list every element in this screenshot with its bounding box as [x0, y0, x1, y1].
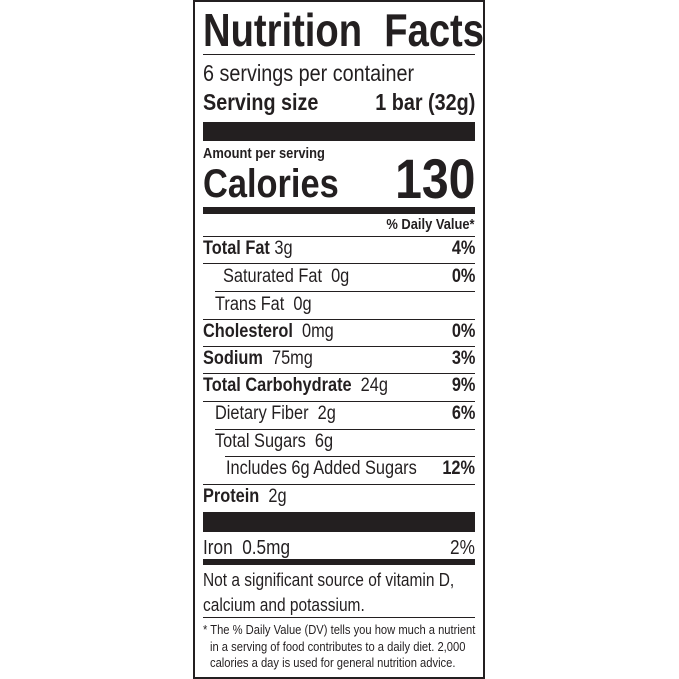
medium-divider: [203, 207, 475, 214]
nutrient-amount: 2g: [268, 486, 287, 507]
divider: [203, 401, 475, 402]
servings-per-container: 6 servings per container: [203, 60, 415, 86]
divider: [203, 617, 475, 618]
nutrient-name: Protein: [203, 486, 260, 507]
serving-size-value: 1 bar (32g): [374, 89, 475, 115]
nutrient-name: Total Carbohydrate: [203, 375, 352, 396]
nutrient-row-total-sugars: Total Sugars 6g: [203, 429, 475, 455]
nutrition-facts-label: Nutrition Facts 6 servings per container…: [193, 0, 485, 679]
divider: [225, 456, 475, 457]
nutrient-name: Dietary Fiber: [215, 403, 309, 424]
nutrient-row-iron: Iron 0.5mg 2%: [203, 534, 475, 562]
footnote-line: * The % Daily Value (DV) tells you how m…: [203, 622, 476, 637]
nutrient-amount: 0g: [331, 266, 350, 287]
calories-label: Calories: [203, 162, 339, 206]
nutrient-amount: 0mg: [301, 321, 334, 342]
nutrient-dv: 6%: [451, 403, 475, 424]
calories-value: 130: [394, 147, 475, 210]
calories-row: Calories 130: [203, 147, 475, 210]
nutrient-amount: 75mg: [272, 348, 313, 369]
nutrient-name: Saturated Fat: [223, 266, 323, 287]
divider: [203, 346, 475, 347]
nutrient-row-trans-fat: Trans Fat 0g: [203, 292, 475, 318]
divider: [215, 429, 475, 430]
nutrient-name: Cholesterol: [203, 321, 293, 342]
nutrient-row-total-fat: Total Fat 3g 4%: [203, 236, 475, 262]
nutrient-amount: 6g: [314, 431, 334, 452]
nutrient-dv: 12%: [442, 458, 475, 479]
nutrient-row-saturated-fat: Saturated Fat 0g 0%: [203, 264, 475, 290]
footnote-line: calories a day is used for general nutri…: [210, 655, 456, 670]
note-line: calcium and potassium.: [203, 595, 365, 615]
nutrient-amount: 0.5mg: [242, 537, 291, 559]
nutrient-name: Iron: [203, 537, 233, 559]
not-significant-note: Not a significant source of vitamin D, c…: [203, 568, 475, 618]
nutrient-dv: 0%: [451, 321, 475, 342]
serving-size-label: Serving size: [203, 89, 319, 115]
nutrient-amount: 24g: [360, 375, 388, 396]
amount-per-serving-row: Amount per serving: [203, 145, 475, 163]
divider: [203, 373, 475, 374]
divider: [203, 54, 475, 55]
footnote: * The % Daily Value (DV) tells you how m…: [203, 622, 475, 674]
servings-row: 6 servings per container: [203, 60, 475, 86]
divider: [215, 291, 475, 292]
nutrient-dv: 0%: [451, 266, 475, 287]
divider: [203, 319, 475, 320]
nutrient-name: Total Sugars: [215, 431, 306, 452]
nutrient-row-sodium: Sodium 75mg 3%: [203, 346, 475, 372]
label-title: Nutrition Facts: [203, 4, 485, 56]
nutrient-dv: 3%: [451, 348, 475, 369]
divider: [203, 484, 475, 485]
nutrient-dv: 9%: [451, 375, 475, 396]
nutrient-amount: 3g: [274, 238, 293, 259]
nutrient-name: Sodium: [203, 348, 263, 369]
title-row: Nutrition Facts: [203, 6, 484, 54]
nutrient-row-cholesterol: Cholesterol 0mg 0%: [203, 319, 475, 345]
divider: [203, 236, 475, 237]
thick-divider: [203, 122, 475, 141]
nutrient-dv: 4%: [451, 238, 475, 259]
divider: [203, 263, 475, 264]
footnote-line: in a serving of food contributes to a da…: [210, 638, 466, 654]
nutrient-row-added-sugars: Includes 6g Added Sugars 12%: [203, 456, 475, 482]
thick-divider: [203, 512, 475, 532]
medium-divider: [203, 559, 475, 565]
nutrient-row-dietary-fiber: Dietary Fiber 2g 6%: [203, 401, 475, 427]
nutrient-row-protein: Protein 2g: [203, 484, 475, 510]
nutrient-name: Trans Fat: [215, 294, 285, 315]
nutrient-name: Includes 6g Added Sugars: [226, 458, 417, 479]
note-line: Not a significant source of vitamin D,: [203, 570, 455, 590]
nutrient-name: Total Fat: [203, 238, 270, 259]
daily-value-header-row: % Daily Value*: [203, 216, 475, 234]
amount-per-serving: Amount per serving: [203, 145, 325, 162]
nutrient-amount: 2g: [317, 403, 336, 424]
daily-value-header: % Daily Value*: [386, 216, 475, 233]
nutrient-row-total-carbohydrate: Total Carbohydrate 24g 9%: [203, 373, 475, 399]
nutrient-dv: 2%: [450, 537, 475, 559]
nutrient-amount: 0g: [293, 294, 312, 315]
serving-size-row: Serving size 1 bar (32g): [203, 88, 475, 116]
